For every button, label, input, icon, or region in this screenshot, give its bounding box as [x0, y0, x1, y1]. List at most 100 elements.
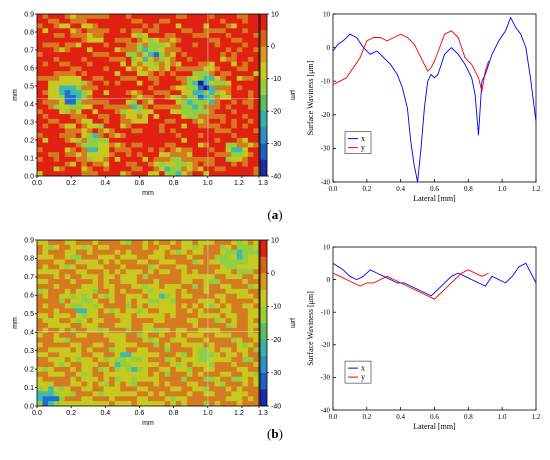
plot-frame: [332, 246, 537, 411]
map-cell: [164, 56, 171, 62]
map-cell: [231, 28, 238, 34]
map-cell: [120, 269, 127, 275]
map-cell: [98, 152, 104, 158]
map-cell: [103, 66, 110, 72]
map-cell: [37, 118, 43, 124]
map-cell: [209, 288, 215, 294]
map-cell: [159, 99, 165, 105]
map-cell: [170, 95, 177, 101]
map-cell: [186, 371, 193, 377]
map-cell: [192, 366, 199, 373]
map-y-tick-label: 0.4: [24, 101, 34, 108]
map-cell: [37, 128, 43, 134]
map-cell: [209, 99, 215, 105]
map-cell: [153, 279, 160, 285]
map-cell: [148, 396, 154, 402]
map-cell: [70, 109, 77, 115]
map-cell: [231, 376, 238, 382]
map-cell: [64, 23, 71, 29]
map-cell: [170, 47, 177, 53]
map-cell: [231, 23, 238, 29]
map-cell: [125, 259, 132, 265]
map-cell: [42, 14, 49, 20]
map-cell: [197, 240, 204, 246]
map-cell: [109, 323, 115, 329]
map-cell: [142, 264, 149, 270]
map-cell: [159, 166, 165, 172]
map-cell: [109, 362, 115, 368]
map-cell: [236, 80, 243, 86]
map-cell: [131, 123, 138, 129]
map-cell: [92, 80, 99, 86]
map-cell: [197, 347, 204, 353]
map-cell: [98, 109, 104, 115]
colorbar-band: [260, 43, 267, 47]
map-cell: [142, 99, 149, 105]
map-cell: [125, 142, 132, 148]
map-cell: [247, 264, 254, 270]
map-cell: [175, 396, 182, 402]
map-cell: [186, 269, 193, 275]
map-cell: [136, 137, 143, 143]
map-cell: [148, 71, 154, 77]
map-cell: [192, 99, 199, 105]
map-y-tick-label: 0.6: [24, 293, 34, 300]
map-cell: [98, 283, 104, 290]
map-cell: [253, 269, 260, 275]
map-cell: [181, 161, 188, 167]
map-cell: [86, 23, 93, 29]
map-cell: [75, 362, 82, 368]
map-cell: [175, 283, 182, 290]
map-cell: [186, 118, 193, 124]
map-cell: [192, 396, 199, 402]
map-cell: [164, 104, 171, 110]
map-cell: [131, 95, 138, 101]
map-cell: [214, 47, 221, 53]
map-cell: [103, 95, 110, 101]
map-cell: [103, 37, 110, 43]
map-cell: [225, 128, 232, 134]
map-cell: [181, 371, 188, 377]
map-cell: [242, 381, 249, 387]
map-cell: [109, 293, 115, 299]
map-cell: [103, 269, 110, 275]
map-cell: [231, 259, 238, 265]
map-cell: [164, 313, 171, 319]
map-x-tick-label: 1.3: [258, 410, 268, 417]
map-cell: [59, 308, 66, 314]
map-cell: [159, 357, 165, 363]
map-cell: [181, 337, 188, 343]
map-cell: [53, 279, 60, 285]
map-cell: [231, 347, 238, 353]
map-cell: [81, 18, 88, 24]
map-cell: [231, 269, 238, 275]
map-cell: [159, 269, 165, 275]
map-cell: [186, 23, 193, 29]
map-cell: [186, 42, 193, 48]
map-cell: [175, 386, 182, 392]
map-cell: [197, 288, 204, 294]
map-cell: [136, 123, 143, 129]
map-cell: [103, 142, 110, 148]
map-cell: [92, 401, 99, 407]
panel-label-b: (b): [267, 426, 283, 441]
map-cell: [159, 161, 165, 167]
map-cell: [42, 85, 49, 91]
map-cell: [164, 71, 171, 77]
map-cell: [136, 244, 143, 251]
map-cell: [225, 283, 232, 290]
map-cell: [114, 308, 121, 314]
map-cell: [142, 90, 149, 96]
map-cell: [197, 391, 204, 397]
map-cell: [170, 298, 177, 304]
map-cell: [120, 249, 127, 255]
map-cell: [142, 347, 149, 353]
map-cell: [197, 123, 204, 129]
colorbar-band: [260, 399, 267, 404]
map-cell: [214, 85, 221, 91]
map-cell: [242, 71, 249, 77]
map-cell: [220, 259, 226, 265]
map-cell: [214, 327, 221, 334]
map-cell: [131, 128, 138, 134]
map-cell: [98, 352, 104, 358]
